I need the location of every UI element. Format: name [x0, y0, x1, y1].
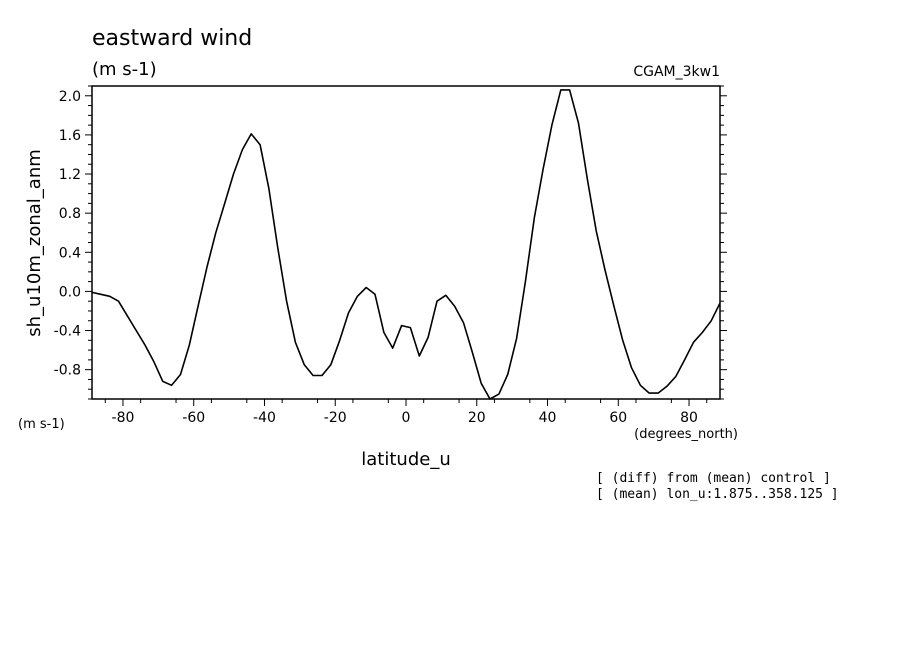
x-tick-label: 20: [468, 410, 486, 426]
series-layer: [91, 89, 721, 400]
y-tick-label: 0.4: [59, 245, 81, 261]
y-tick-label: 0.0: [59, 284, 81, 300]
title-units: (m s-1): [92, 59, 157, 80]
y-tick-label: 1.6: [59, 128, 81, 144]
y-tick-label: 2.0: [59, 89, 81, 105]
chart-title: eastward wind: [92, 26, 252, 51]
y-tick-label: -0.4: [54, 324, 81, 340]
series-line: [91, 89, 721, 400]
y-axis-units: (m s-1): [18, 417, 65, 432]
y-tick-label: -0.8: [54, 363, 81, 379]
x-tick-label: 80: [680, 410, 698, 426]
y-axis-ticks: -0.8 -0.4 0.0 0.4 0.8 1.2 1.6 2.0: [54, 85, 727, 400]
x-tick-label: -40: [253, 410, 276, 426]
note-mean: [ (mean) lon_u:1.875..358.125 ]: [596, 487, 839, 502]
x-axis-ticks: -80 -60 -40 -20 0 20 40 60 80: [104, 399, 708, 426]
x-tick-label: -60: [182, 410, 205, 426]
x-tick-label: 40: [539, 410, 557, 426]
x-tick-label: -20: [324, 410, 347, 426]
dataset-label: CGAM_3kw1: [633, 64, 720, 80]
x-axis-units: (degrees_north): [634, 427, 738, 442]
x-tick-label: 60: [609, 410, 627, 426]
y-axis-label: sh_u10m_zonal_anm: [24, 149, 45, 337]
x-axis-label: latitude_u: [361, 449, 450, 470]
note-diff: [ (diff) from (mean) control ]: [596, 471, 831, 486]
x-tick-label: 0: [402, 410, 411, 426]
x-tick-label: -80: [112, 410, 135, 426]
y-tick-label: 0.8: [59, 206, 81, 222]
y-tick-label: 1.2: [59, 167, 81, 183]
